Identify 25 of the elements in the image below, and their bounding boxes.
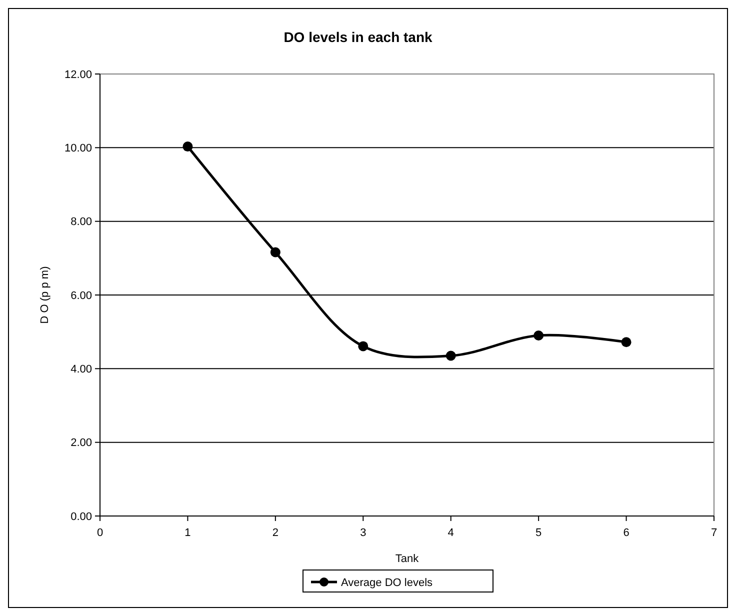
point [446,350,456,361]
x-tick-label: 2 [272,527,278,539]
y-tick-label: 12.00 [64,68,92,81]
point [270,247,280,258]
x-tick-label: 4 [448,527,454,539]
x-tick-label: 5 [536,527,542,539]
point [621,337,632,348]
y-tick-label: 2.00 [70,437,92,450]
y-tick-label: 6.00 [70,290,92,302]
point [182,142,193,152]
y-tick-label: 10.00 [64,142,92,155]
y-axis-title: D O (p p m) [39,266,51,324]
x-axis-title: Tank [395,553,420,565]
legend-label: Average DO levels [341,576,434,589]
x-tick-label: 0 [96,527,104,539]
chart-title: DO levels in each tank [284,29,433,45]
y-tick-label: 8.00 [70,216,92,228]
x-tick-label: 7 [710,527,718,539]
point [358,341,368,352]
point [534,330,544,341]
y-tick-label: 0.00 [70,510,92,523]
x-tick-label: 6 [623,527,630,539]
x-tick-label: 3 [360,527,366,539]
y-tick-label: 4.00 [70,364,92,376]
x-tick-label: 1 [184,527,191,539]
